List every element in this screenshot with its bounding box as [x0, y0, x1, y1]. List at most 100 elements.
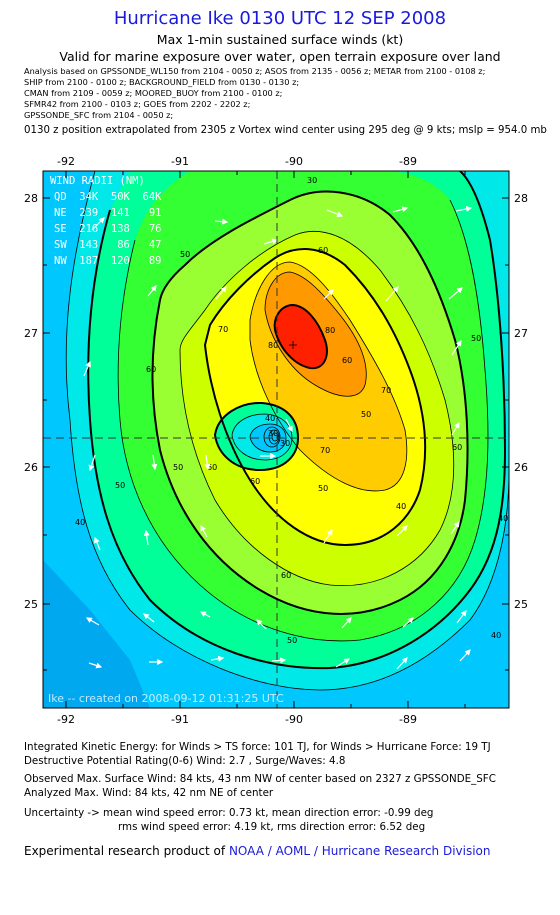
wind-radii-row: SE 216 138 76 — [54, 223, 161, 235]
contour-label: 60 — [342, 356, 352, 365]
wind-arrow — [385, 286, 399, 302]
wind-arrow — [143, 613, 155, 623]
contour-label: 30 — [307, 176, 317, 185]
lat-label: 28 — [514, 192, 528, 205]
wind-arrow — [204, 454, 211, 471]
wind-arrow — [199, 611, 211, 618]
wind-radii-row: NW 187 120 89 — [54, 255, 161, 267]
wind-arrow — [456, 610, 467, 624]
wind-arrow — [459, 649, 471, 662]
wind-arrow — [285, 418, 293, 433]
validity-note: Valid for marine exposure over water, op… — [59, 49, 501, 64]
lat-label: 26 — [514, 461, 528, 474]
wind-arrow — [263, 238, 279, 245]
wind-radii-row: SW 143 86 47 — [54, 239, 161, 251]
observed-max-wind: Observed Max. Surface Wind: 84 kts, 43 n… — [24, 773, 496, 785]
wind-arrow — [143, 529, 150, 546]
wind-arrow — [88, 662, 103, 669]
wind-arrow — [392, 206, 409, 213]
wind-radii-row: NE 239 141 91 — [54, 207, 161, 219]
lon-label: -92 — [57, 713, 75, 726]
uncertainty-mean: Uncertainty -> mean wind speed error: 0.… — [24, 807, 434, 819]
lon-label: -92 — [57, 155, 75, 168]
lat-label: 25 — [24, 598, 38, 611]
wind-vectors — [83, 205, 473, 670]
lon-label: -90 — [285, 713, 303, 726]
lat-label: 26 — [24, 461, 38, 474]
analysis-line: GPSSONDE_SFC from 2104 - 0050 z; — [24, 110, 174, 120]
contour-label: 30 — [280, 439, 290, 448]
wind-contour-fill — [43, 171, 509, 708]
wind-arrow — [335, 658, 351, 668]
contour-label: 50 — [287, 636, 297, 645]
analysis-line: SFMR42 from 2100 - 0103 z; GOES from 220… — [24, 99, 251, 109]
contour-label: 40 — [491, 631, 501, 640]
page-subtitle: Max 1-min sustained surface winds (kt) — [156, 32, 404, 47]
lon-label: -89 — [399, 155, 417, 168]
contour-label: 50 — [318, 484, 328, 493]
latitude-labels-right: 28 27 26 25 — [514, 192, 528, 611]
destructive-potential: Destructive Potential Rating(0-6) Wind: … — [24, 755, 346, 767]
contour-label: 70 — [381, 386, 391, 395]
wind-arrow — [83, 360, 91, 377]
analysis-line: CMAN from 2109 - 0059 z; MOORED_BUOY fro… — [24, 88, 283, 98]
wind-arrow — [91, 217, 105, 231]
wind-arrow — [215, 286, 227, 300]
contour-label: 80 — [268, 341, 278, 350]
lon-label: -89 — [399, 713, 417, 726]
lon-label: -91 — [171, 713, 189, 726]
wind-arrow — [396, 525, 408, 537]
max-wind-marker — [289, 341, 297, 349]
contour-label: 50 — [180, 250, 190, 259]
wind-radii-table: WIND RADII (NM) QD 34K 50K 64K NE 239 14… — [50, 175, 162, 267]
wind-arrow — [450, 521, 460, 535]
contour-label: 50 — [361, 410, 371, 419]
credit-line: Experimental research product of NOAA / … — [24, 844, 491, 858]
lon-label: -91 — [171, 155, 189, 168]
contour-label: 40 — [265, 414, 275, 423]
contour-label: 50 — [173, 463, 183, 472]
wind-arrow — [256, 619, 267, 630]
analysis-line: SHIP from 2100 - 0100 z; BACKGROUND_FIEL… — [24, 77, 300, 87]
longitude-labels-bottom: -92 -91 -90 -89 — [57, 713, 417, 726]
credit-prefix: Experimental research product of — [24, 844, 226, 858]
lat-label: 25 — [514, 598, 528, 611]
wind-arrow — [85, 617, 100, 626]
lat-label: 27 — [514, 327, 528, 340]
contour-label: 50 — [471, 334, 481, 343]
wind-radii-title: WIND RADII (NM) — [50, 175, 145, 187]
creation-watermark: Ike -- created on 2008-09-12 01:31:25 UT… — [48, 692, 284, 705]
wind-arrow — [448, 287, 463, 300]
wind-arrow — [451, 421, 460, 436]
wind-arrow — [214, 218, 229, 225]
wind-arrow — [200, 524, 208, 538]
contour-label: 40 — [75, 518, 85, 527]
wind-arrow — [455, 205, 473, 212]
lat-label: 28 — [24, 192, 38, 205]
wind-arrow — [323, 289, 334, 300]
wind-arrow — [271, 657, 287, 664]
credit-organization-link[interactable]: NOAA / AOML / Hurricane Research Divisio… — [228, 844, 491, 858]
page-title: Hurricane Ike 0130 UTC 12 SEP 2008 — [113, 8, 447, 29]
contour-label: 60 — [146, 365, 156, 374]
axis-ticks — [43, 171, 509, 708]
contour-label: 40 — [498, 514, 508, 523]
uncertainty-rms: rms wind speed error: 4.19 kt, rms direc… — [118, 821, 426, 833]
wind-arrow — [147, 285, 157, 297]
contour-label: 60 — [318, 246, 328, 255]
position-extrapolation-note: 0130 z position extrapolated from 2305 z… — [24, 125, 547, 136]
analyzed-max-wind: Analyzed Max. Wind: 84 kts, 42 nm NE of … — [24, 787, 274, 799]
longitude-labels-top: -92 -91 -90 -89 — [57, 155, 417, 168]
wind-arrow — [451, 339, 462, 356]
contour-label: 60 — [250, 477, 260, 486]
wind-radii-header: QD 34K 50K 64K — [54, 191, 162, 203]
contour-label: 60 — [281, 571, 291, 580]
contour-label: 50 — [115, 481, 125, 490]
wind-arrow — [151, 454, 158, 471]
contour-label: 30 — [268, 429, 278, 438]
analysis-line: Analysis based on GPSSONDE_WL150 from 21… — [24, 66, 486, 76]
integrated-kinetic-energy: Integrated Kinetic Energy: for Winds > T… — [24, 741, 491, 753]
storm-center-crosshair — [43, 171, 509, 708]
plot-frame — [42, 170, 510, 709]
